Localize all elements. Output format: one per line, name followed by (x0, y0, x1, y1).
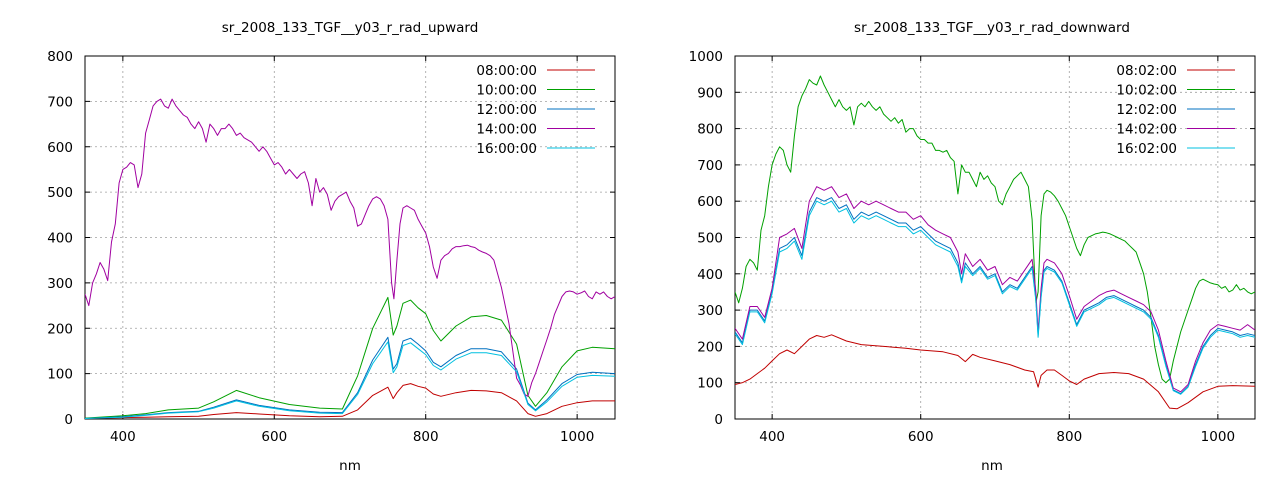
y-tick-label: 1000 (689, 49, 723, 65)
upward-radiance-chart: sr_2008_133_TGF__y03_r_rad_upward nm 400… (47, 20, 616, 474)
grid (735, 56, 1255, 419)
x-axis-label: nm (981, 458, 1003, 474)
chart-title: sr_2008_133_TGF__y03_r_rad_upward (222, 20, 479, 36)
y-tick-label: 500 (697, 231, 723, 247)
x-tick-label: 800 (413, 429, 439, 445)
legend: 08:02:00 10:02:00 12:02:00 14:02:00 16:02:00 (1116, 63, 1235, 157)
series-line (735, 186, 1255, 393)
y-tick-label: 200 (47, 321, 73, 337)
x-axis-label: nm (339, 458, 361, 474)
ticks: 400 600 800 1000 0 100 200 300 400 500 600 700 800 (47, 49, 615, 445)
series-line (85, 296, 615, 419)
y-tick-label: 300 (697, 303, 723, 319)
grid (85, 56, 615, 419)
x-tick-label: 800 (1056, 429, 1082, 445)
legend-label: 08:00:00 (476, 63, 537, 79)
plot-frame (734, 55, 1256, 420)
series-lines (735, 75, 1255, 410)
legend-label: 10:00:00 (476, 83, 537, 99)
x-tick-label: 1000 (1201, 429, 1235, 445)
x-tick-label: 400 (759, 429, 785, 445)
y-tick-label: 900 (697, 85, 723, 101)
legend: 08:00:00 10:00:00 12:00:00 14:00:00 16:00:00 (476, 63, 595, 157)
y-tick-label: 700 (697, 158, 723, 174)
series-line (735, 197, 1255, 395)
x-tick-label: 600 (908, 429, 934, 445)
y-tick-label: 600 (697, 194, 723, 210)
y-tick-label: 400 (697, 267, 723, 283)
y-tick-label: 600 (47, 140, 73, 156)
legend-label: 14:00:00 (476, 122, 537, 138)
y-tick-label: 0 (64, 412, 73, 428)
y-tick-label: 200 (697, 339, 723, 355)
ticks: 400 600 800 1000 0 100 200 300 400 500 600 700 800 90… (689, 49, 1255, 445)
x-tick-label: 400 (110, 429, 136, 445)
y-tick-label: 0 (714, 412, 723, 428)
x-tick-label: 1000 (560, 429, 594, 445)
legend-label: 16:02:00 (1116, 141, 1177, 157)
y-tick-label: 100 (47, 367, 73, 383)
y-tick-label: 300 (47, 276, 73, 292)
series-line (85, 336, 615, 419)
legend-label: 10:02:00 (1116, 83, 1177, 99)
legend-label: 08:02:00 (1116, 63, 1177, 79)
series-line (735, 334, 1255, 410)
y-tick-label: 400 (47, 231, 73, 247)
series-lines (85, 98, 615, 419)
y-tick-label: 700 (47, 94, 73, 110)
y-tick-label: 500 (47, 185, 73, 201)
series-line (85, 383, 615, 419)
series-line (735, 200, 1255, 395)
y-tick-label: 800 (47, 49, 73, 65)
series-line (85, 341, 615, 419)
x-tick-label: 600 (261, 429, 287, 445)
legend-label: 12:02:00 (1116, 102, 1177, 118)
chart-title: sr_2008_133_TGF__y03_r_rad_downward (854, 20, 1130, 36)
series-line (735, 75, 1255, 384)
y-tick-label: 800 (697, 122, 723, 138)
series-line (85, 98, 615, 397)
legend-label: 16:00:00 (476, 141, 537, 157)
plot-frame (84, 55, 616, 420)
y-tick-label: 100 (697, 376, 723, 392)
legend-label: 12:00:00 (476, 102, 537, 118)
downward-radiance-chart: sr_2008_133_TGF__y03_r_rad_downward nm 4… (689, 20, 1256, 474)
legend-label: 14:02:00 (1116, 122, 1177, 138)
